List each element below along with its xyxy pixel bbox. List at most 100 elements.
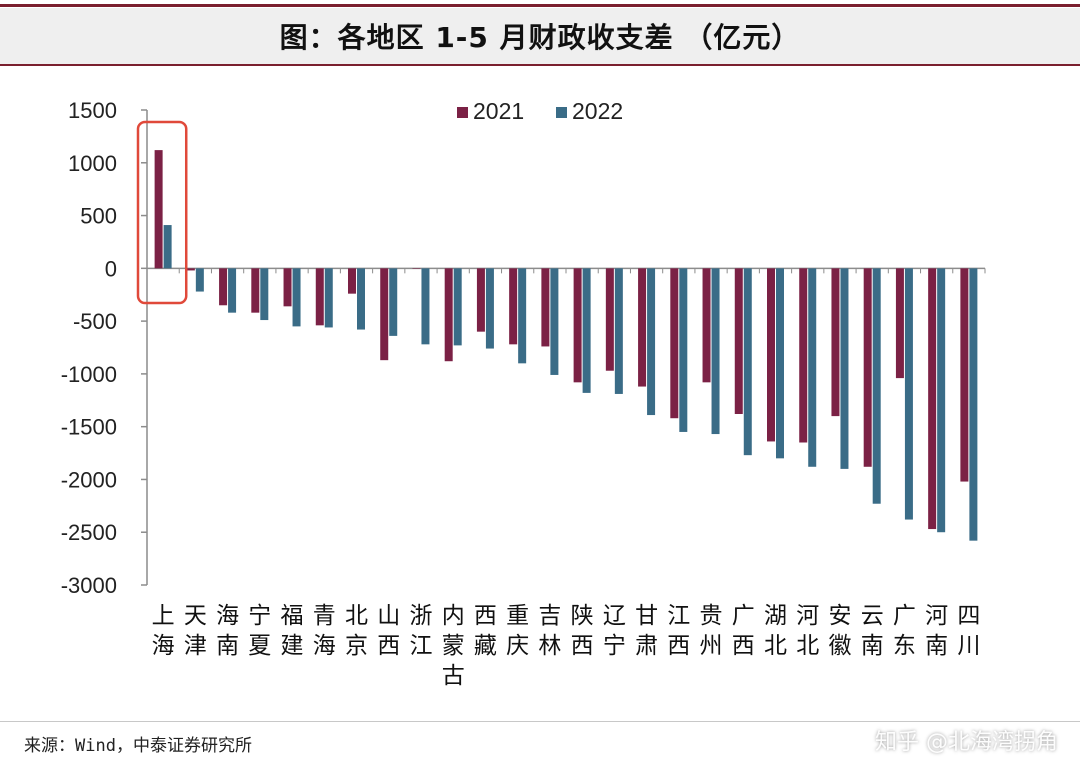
bar-chart: 1500 1000 500 0 -500 -1000 -1500 -2000 -2500 -300… [61, 98, 986, 689]
x-category-label: 河 [925, 603, 948, 629]
x-category-label: 西 [474, 603, 497, 629]
bar-2021-16 [670, 268, 679, 419]
bar-2021-15 [638, 268, 647, 387]
x-category-label: 内 [442, 603, 465, 629]
bar-2021-20 [799, 268, 808, 443]
bar-2021-22 [863, 268, 872, 467]
bar-2021-8 [412, 268, 421, 269]
x-category-label: 北 [345, 603, 368, 629]
bar-2022-12 [550, 268, 559, 375]
x-category-label: 浙 [409, 603, 432, 629]
x-category-label: 海 [216, 603, 239, 629]
highlight-box [136, 120, 188, 305]
x-category-label: 广 [893, 603, 916, 629]
bar-2022-5 [324, 268, 333, 328]
x-category-label: 京 [345, 633, 368, 659]
x-category-label: 北 [796, 633, 819, 659]
bar-2022-22 [872, 268, 881, 504]
bar-2022-7 [389, 268, 398, 336]
x-category-label: 湖 [764, 603, 787, 629]
x-category-label: 贵 [700, 603, 723, 629]
x-category-label: 南 [861, 633, 884, 659]
bar-2021-25 [960, 268, 969, 482]
bar-2022-1 [195, 268, 204, 292]
bar-2022-8 [421, 268, 430, 345]
x-category-label: 江 [667, 603, 690, 629]
x-category-label: 庆 [506, 633, 529, 659]
x-category-label: 州 [700, 633, 723, 659]
bar-2022-15 [647, 268, 656, 416]
bar-2021-2 [219, 268, 228, 306]
bar-2022-11 [518, 268, 527, 364]
x-category-label: 海 [313, 633, 336, 659]
bar-2022-6 [357, 268, 365, 330]
x-category-label: 津 [184, 633, 207, 659]
bar-2021-18 [734, 268, 743, 414]
x-category-label: 肃 [635, 633, 658, 659]
x-category-label: 蒙 [442, 633, 465, 659]
bar-2022-2 [228, 268, 237, 313]
x-category-label: 藏 [474, 633, 497, 659]
chart-title: 图：各地区 1-5 月财政收支差 （亿元） [279, 21, 801, 54]
top-rule [0, 4, 1080, 7]
bar-2022-18 [743, 268, 752, 456]
x-category-label: 天 [184, 603, 207, 629]
y-tick-label: 500 [80, 204, 117, 229]
bar-2021-3 [251, 268, 260, 313]
x-category-label: 辽 [603, 603, 626, 629]
x-category-label: 古 [442, 663, 465, 689]
x-category-label: 西 [377, 633, 400, 659]
bar-2021-9 [444, 268, 453, 362]
bar-2022-0 [163, 225, 172, 269]
legend-label-2022: 2022 [572, 98, 623, 124]
bar-2021-12 [541, 268, 550, 347]
x-category-label: 重 [506, 603, 529, 629]
x-category-label: 西 [571, 633, 594, 659]
bar-2021-23 [895, 268, 904, 379]
x-category-label: 上 [152, 603, 175, 629]
x-category-label: 林 [538, 633, 561, 659]
bar-2021-13 [573, 268, 582, 383]
x-category-label: 山 [377, 603, 400, 629]
bar-2021-0 [154, 150, 163, 269]
x-category-label: 四 [957, 603, 980, 629]
bar-2021-24 [928, 268, 937, 530]
x-category-label: 宁 [603, 633, 626, 659]
bar-2021-1 [186, 268, 195, 271]
y-tick-label: -1500 [61, 415, 117, 440]
bar-2021-10 [476, 268, 485, 332]
y-tick-label: -2000 [61, 467, 117, 492]
x-category-label: 安 [828, 603, 851, 629]
x-category-label: 西 [732, 633, 755, 659]
x-category-label: 河 [796, 603, 819, 629]
y-tick-label: 1500 [68, 98, 117, 123]
x-category-label: 青 [313, 603, 336, 629]
legend-swatch-2021 [457, 107, 468, 118]
source-note: 来源：Wind，中泰证券研究所 [24, 736, 252, 756]
bar-2022-19 [776, 268, 784, 459]
y-tick-label: -500 [73, 309, 117, 334]
bar-2021-11 [509, 268, 518, 345]
x-category-label: 陕 [571, 603, 594, 629]
x-category-label: 云 [861, 603, 884, 629]
y-tick-label: -3000 [61, 573, 117, 598]
x-category-label: 建 [281, 633, 304, 659]
y-tick-label: 1000 [68, 151, 117, 176]
bar-2021-21 [831, 268, 840, 417]
bar-2022-10 [485, 268, 494, 349]
bar-2021-4 [283, 268, 292, 307]
x-category-label: 宁 [248, 603, 271, 629]
bar-2021-5 [315, 268, 324, 326]
bar-2021-19 [767, 268, 775, 442]
bar-2022-4 [292, 268, 301, 327]
bar-2022-25 [969, 268, 978, 541]
bar-2022-14 [614, 268, 623, 394]
watermark: 知乎 @北海湾拐角 [875, 730, 1058, 755]
x-category-label: 北 [764, 633, 787, 659]
x-category-label: 南 [925, 633, 948, 659]
x-category-label: 西 [667, 633, 690, 659]
x-category-label: 东 [893, 633, 916, 659]
bar-2022-3 [260, 268, 269, 321]
x-category-label: 甘 [635, 603, 658, 629]
legend-swatch-2022 [556, 107, 567, 118]
